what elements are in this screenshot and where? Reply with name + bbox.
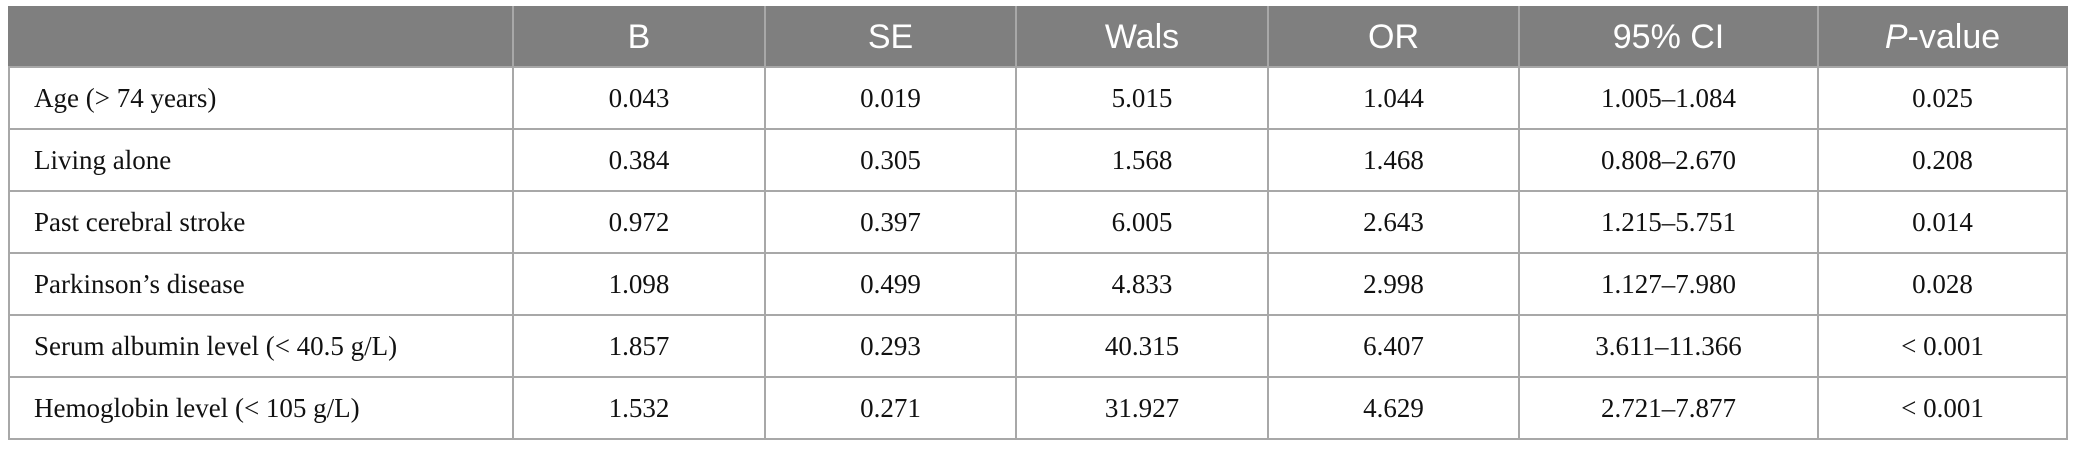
cell-ci: 0.808–2.670 [1518,128,1819,192]
cell-or: 1.044 [1267,66,1520,130]
cell-p: < 0.001 [1817,314,2068,378]
cell-wals: 1.568 [1015,128,1269,192]
cell-se: 0.499 [764,252,1017,316]
cell-p: 0.014 [1817,190,2068,254]
cell-se: 0.305 [764,128,1017,192]
row-label: Past cerebral stroke [8,190,514,254]
cell-p: 0.028 [1817,252,2068,316]
cell-b: 0.043 [512,66,766,130]
header-wals: Wals [1015,6,1269,68]
cell-se: 0.397 [764,190,1017,254]
cell-wals: 40.315 [1015,314,1269,378]
header-p-italic: P [1884,17,1908,56]
cell-b: 0.384 [512,128,766,192]
cell-or: 2.998 [1267,252,1520,316]
header-or: OR [1267,6,1520,68]
header-variable [8,6,514,68]
cell-b: 0.972 [512,190,766,254]
cell-b: 1.098 [512,252,766,316]
header-ci: 95% CI [1518,6,1819,68]
cell-ci: 1.215–5.751 [1518,190,1819,254]
regression-table: B SE Wals OR 95% CI P-value Age (> 74 ye… [8,6,2068,440]
cell-p: 0.025 [1817,66,2068,130]
row-label: Age (> 74 years) [8,66,514,130]
cell-wals: 31.927 [1015,376,1269,440]
cell-or: 4.629 [1267,376,1520,440]
cell-ci: 3.611–11.366 [1518,314,1819,378]
cell-se: 0.019 [764,66,1017,130]
table-row: Age (> 74 years) 0.043 0.019 5.015 1.044… [8,66,2068,130]
header-se: SE [764,6,1017,68]
row-label: Living alone [8,128,514,192]
cell-b: 1.532 [512,376,766,440]
cell-wals: 6.005 [1015,190,1269,254]
table-row: Serum albumin level (< 40.5 g/L) 1.857 0… [8,314,2068,378]
row-label: Hemoglobin level (< 105 g/L) [8,376,514,440]
table-row: Past cerebral stroke 0.972 0.397 6.005 2… [8,190,2068,254]
cell-b: 1.857 [512,314,766,378]
table-header: B SE Wals OR 95% CI P-value [8,6,2068,68]
table-row: Living alone 0.384 0.305 1.568 1.468 0.8… [8,128,2068,192]
row-label: Serum albumin level (< 40.5 g/L) [8,314,514,378]
header-p-suffix: -value [1907,17,2001,56]
header-row: B SE Wals OR 95% CI P-value [8,6,2068,68]
cell-ci: 1.127–7.980 [1518,252,1819,316]
table-row: Parkinson’s disease 1.098 0.499 4.833 2.… [8,252,2068,316]
cell-wals: 5.015 [1015,66,1269,130]
cell-wals: 4.833 [1015,252,1269,316]
cell-or: 2.643 [1267,190,1520,254]
cell-ci: 2.721–7.877 [1518,376,1819,440]
regression-table-container: B SE Wals OR 95% CI P-value Age (> 74 ye… [8,6,2068,440]
cell-p: < 0.001 [1817,376,2068,440]
row-label: Parkinson’s disease [8,252,514,316]
cell-or: 1.468 [1267,128,1520,192]
cell-se: 0.271 [764,376,1017,440]
header-b: B [512,6,766,68]
cell-or: 6.407 [1267,314,1520,378]
cell-se: 0.293 [764,314,1017,378]
cell-p: 0.208 [1817,128,2068,192]
header-p-value: P-value [1817,6,2068,68]
table-body: Age (> 74 years) 0.043 0.019 5.015 1.044… [8,66,2068,440]
cell-ci: 1.005–1.084 [1518,66,1819,130]
table-row: Hemoglobin level (< 105 g/L) 1.532 0.271… [8,376,2068,440]
